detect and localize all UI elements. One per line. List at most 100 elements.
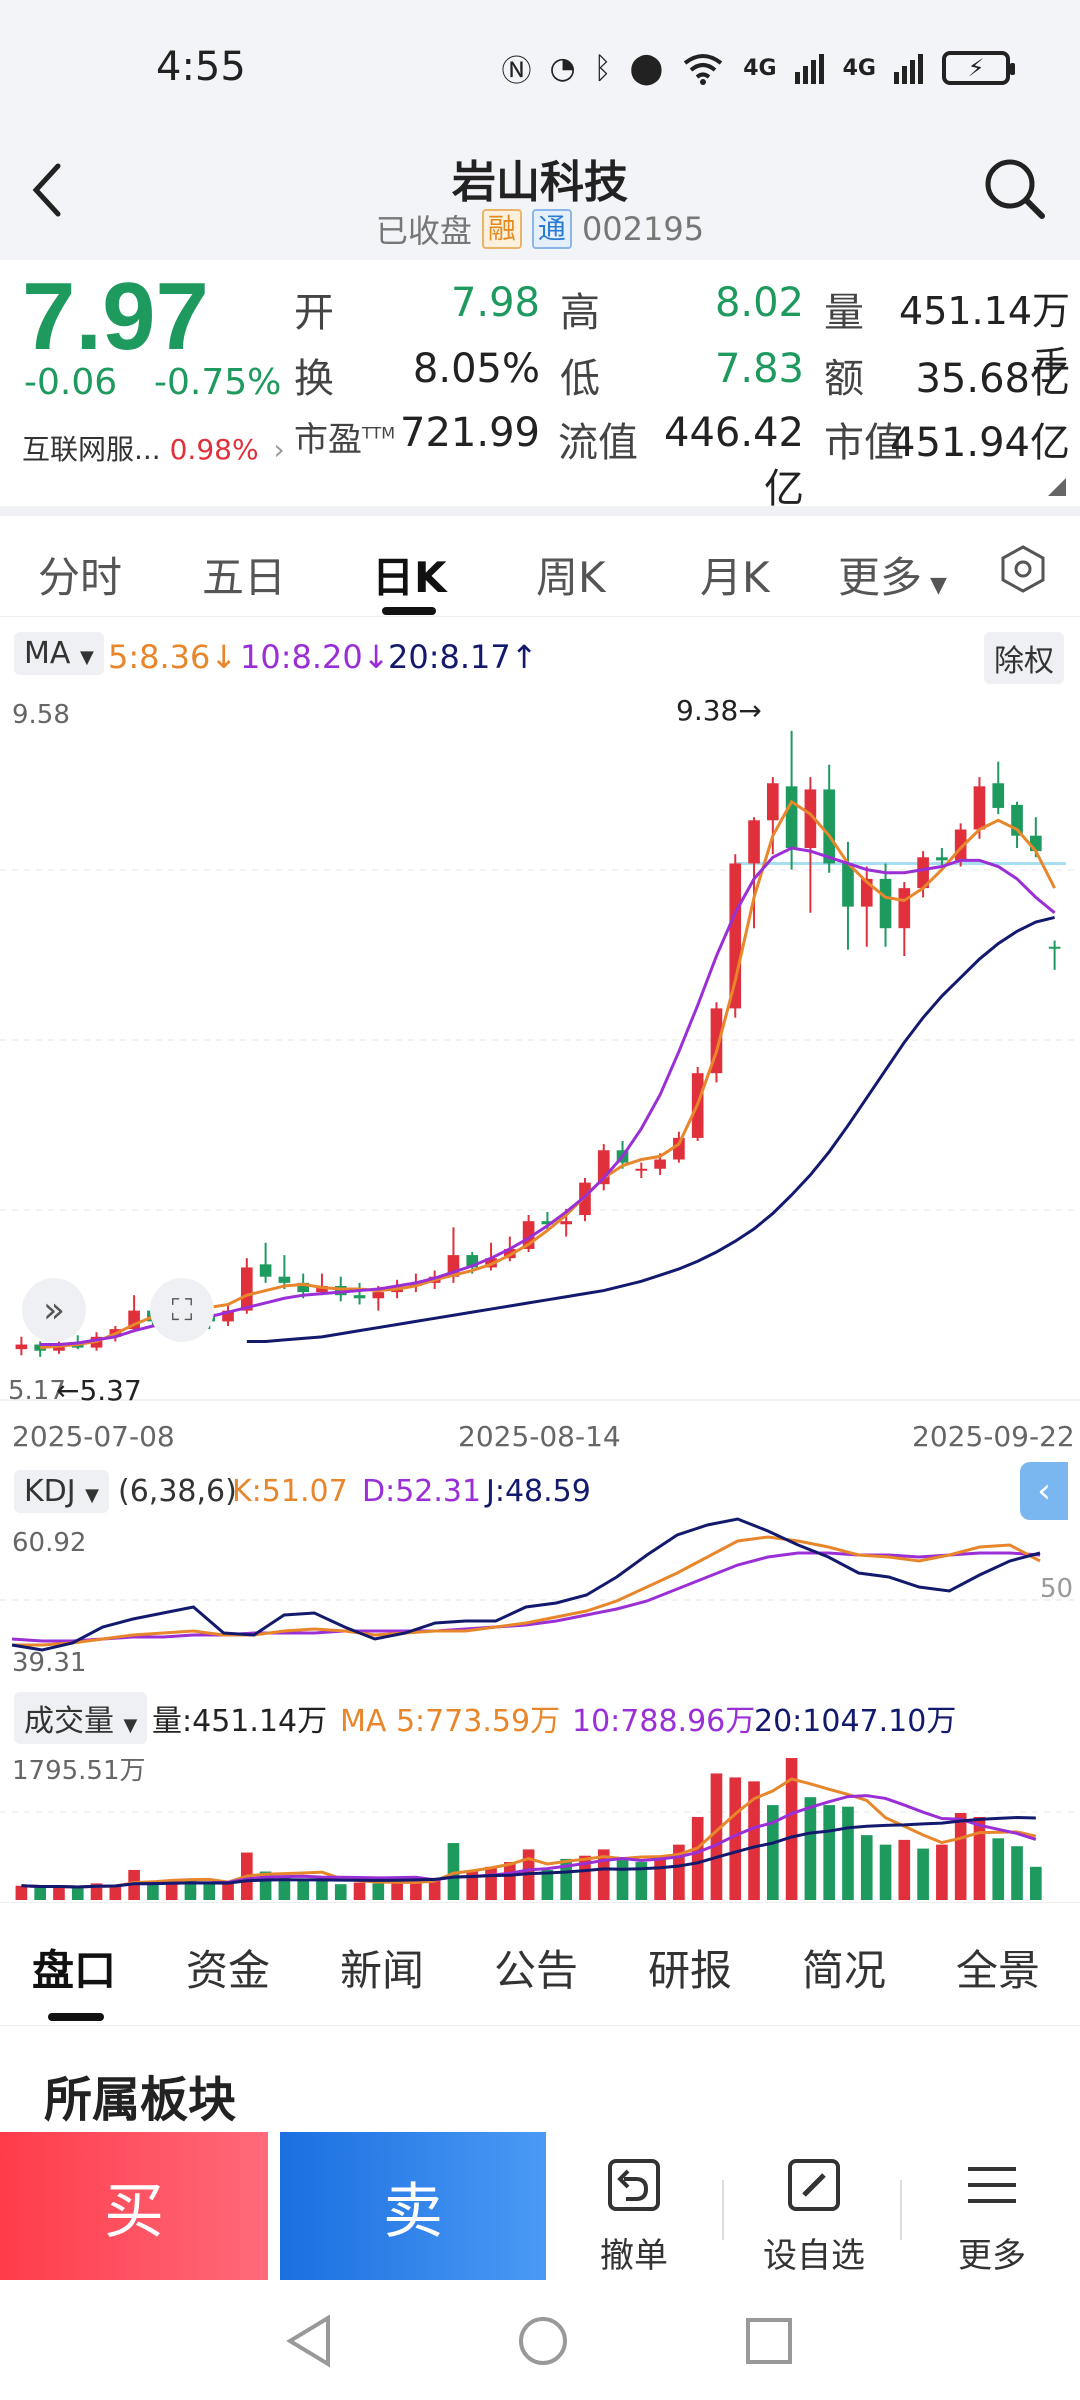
candle-body [222, 1310, 234, 1322]
volume-selector[interactable]: 成交量 ▼ [14, 1692, 148, 1744]
tab-daily-k[interactable]: 日K [372, 553, 447, 602]
edit-icon [788, 2159, 840, 2211]
ma5-line [40, 799, 1056, 1350]
cancel-order-button[interactable]: 撤单 [554, 2150, 714, 2277]
kdj-d: D:52.31 [362, 1474, 482, 1509]
tab-research[interactable]: 研报 [648, 1946, 733, 1995]
volume-chart [0, 1758, 1080, 1900]
volume-bar [391, 1881, 403, 1900]
candlestick-chart[interactable] [0, 690, 1080, 1410]
status-time: 4:55 [156, 44, 246, 90]
tab-panorama[interactable]: 全景 [956, 1946, 1041, 1995]
volume-bar [71, 1888, 84, 1900]
candle-body [879, 878, 892, 929]
tab-order-book[interactable]: 盘口 [32, 1946, 117, 1995]
volume-bar [334, 1884, 347, 1900]
sell-button[interactable]: 卖 [280, 2132, 546, 2280]
volume-bar [597, 1849, 610, 1900]
volume-bar [34, 1887, 47, 1900]
expand-corner-icon[interactable] [1048, 478, 1066, 496]
volume-bar [203, 1884, 216, 1900]
nfc-icon: Ⓝ [501, 54, 532, 89]
buy-button[interactable]: 买 [0, 2132, 268, 2280]
volume-bar [259, 1871, 272, 1900]
volume-bar [90, 1883, 103, 1900]
tab-monthly-k[interactable]: 月K [700, 553, 770, 602]
volume-bar [729, 1777, 742, 1900]
candle-body [372, 1292, 385, 1299]
nav-recents-icon[interactable] [744, 2316, 794, 2366]
candle-body [729, 863, 742, 1009]
ma20-line [246, 915, 1055, 1343]
volume-bar [466, 1871, 479, 1900]
nav-home-icon[interactable] [516, 2314, 570, 2368]
adjust-selector[interactable]: 除权 [984, 632, 1064, 684]
volume-bar [222, 1883, 234, 1900]
more-button[interactable]: 更多 [912, 2150, 1072, 2277]
candle-body [297, 1282, 310, 1293]
section-title: 所属板块 [44, 2072, 237, 2128]
kdj-j-line [11, 1517, 1041, 1652]
kdj-selector[interactable]: KDJ ▼ [14, 1470, 110, 1513]
fullscreen-button[interactable]: ⛶ [150, 1278, 214, 1342]
tab-announcements[interactable]: 公告 [494, 1946, 579, 1995]
collapse-side-tab[interactable]: ‹ [1020, 1462, 1068, 1520]
volume-bar [879, 1844, 892, 1900]
open-label: 开 [294, 290, 334, 336]
bluetooth-icon: ᛒ [593, 50, 612, 86]
add-watchlist-button[interactable]: 设自选 [734, 2150, 894, 2277]
candle-body [823, 789, 836, 864]
candle-body [917, 857, 929, 889]
separator [900, 2180, 902, 2240]
tab-capital[interactable]: 资金 [186, 1946, 271, 1995]
tab-news[interactable]: 新闻 [340, 1946, 425, 1995]
volume-ma5: MA 5:773.59万 [340, 1704, 561, 1739]
candle-body [973, 786, 986, 830]
nav-back-icon[interactable] [284, 2314, 334, 2368]
tab-profile[interactable]: 简况 [802, 1946, 887, 1995]
more-label: 更多 [958, 2236, 1026, 2276]
candle-body [1048, 946, 1061, 949]
turnover-label: 换 [294, 356, 334, 402]
candle-body [259, 1264, 272, 1277]
candle-body [635, 1168, 648, 1171]
search-icon[interactable] [980, 154, 1050, 224]
float-cap-value: 446.42亿 [664, 410, 804, 512]
candle-body [466, 1255, 479, 1268]
candle-body [278, 1276, 291, 1283]
ma10-value: 10:8.20↓ [240, 638, 390, 676]
ma20-value: 20:8.17↑ [388, 638, 538, 676]
volume-bar [53, 1886, 65, 1900]
candle-body [842, 863, 854, 907]
price-change-percent: -0.75% [154, 362, 282, 403]
price-change: -0.06 [24, 362, 118, 403]
volume-bar [842, 1806, 854, 1900]
candle-body [898, 888, 911, 929]
volume-bar [147, 1882, 159, 1900]
volume-bar [673, 1844, 685, 1900]
stock-subtitle: 已收盘 融 通 002195 [0, 206, 1080, 252]
tab-intraday[interactable]: 分时 [38, 553, 123, 602]
tab-more[interactable]: 更多 ▼ [838, 553, 947, 602]
battery-charging-icon: ⚡ [942, 51, 1015, 85]
volume-y-max: 1795.51万 [12, 1756, 146, 1786]
x-date-mid: 2025-08-14 [458, 1420, 621, 1453]
candle-body [334, 1285, 347, 1296]
kdj-params: (6,38,6) [118, 1474, 237, 1509]
ma-selector[interactable]: MA ▼ [14, 632, 104, 675]
signal-bars-2-icon [894, 54, 923, 84]
tab-five-day[interactable]: 五日 [202, 553, 287, 602]
volume-bar [428, 1877, 441, 1900]
candle-body [936, 857, 948, 861]
volume-bar [1011, 1846, 1023, 1900]
volume-bar [316, 1879, 328, 1900]
chart-settings-icon[interactable] [998, 544, 1048, 594]
volume-ma20: 20:1047.10万 [754, 1704, 957, 1739]
sector-name: 互联网服... [22, 433, 161, 466]
back-arrow-icon[interactable] [18, 150, 78, 230]
volume-bar [616, 1858, 629, 1900]
chart-grid [0, 861, 1080, 1401]
tab-weekly-k[interactable]: 周K [536, 553, 606, 602]
expand-panel-button[interactable]: » [22, 1278, 86, 1342]
sector-link[interactable]: 互联网服... 0.98% › [22, 428, 285, 468]
